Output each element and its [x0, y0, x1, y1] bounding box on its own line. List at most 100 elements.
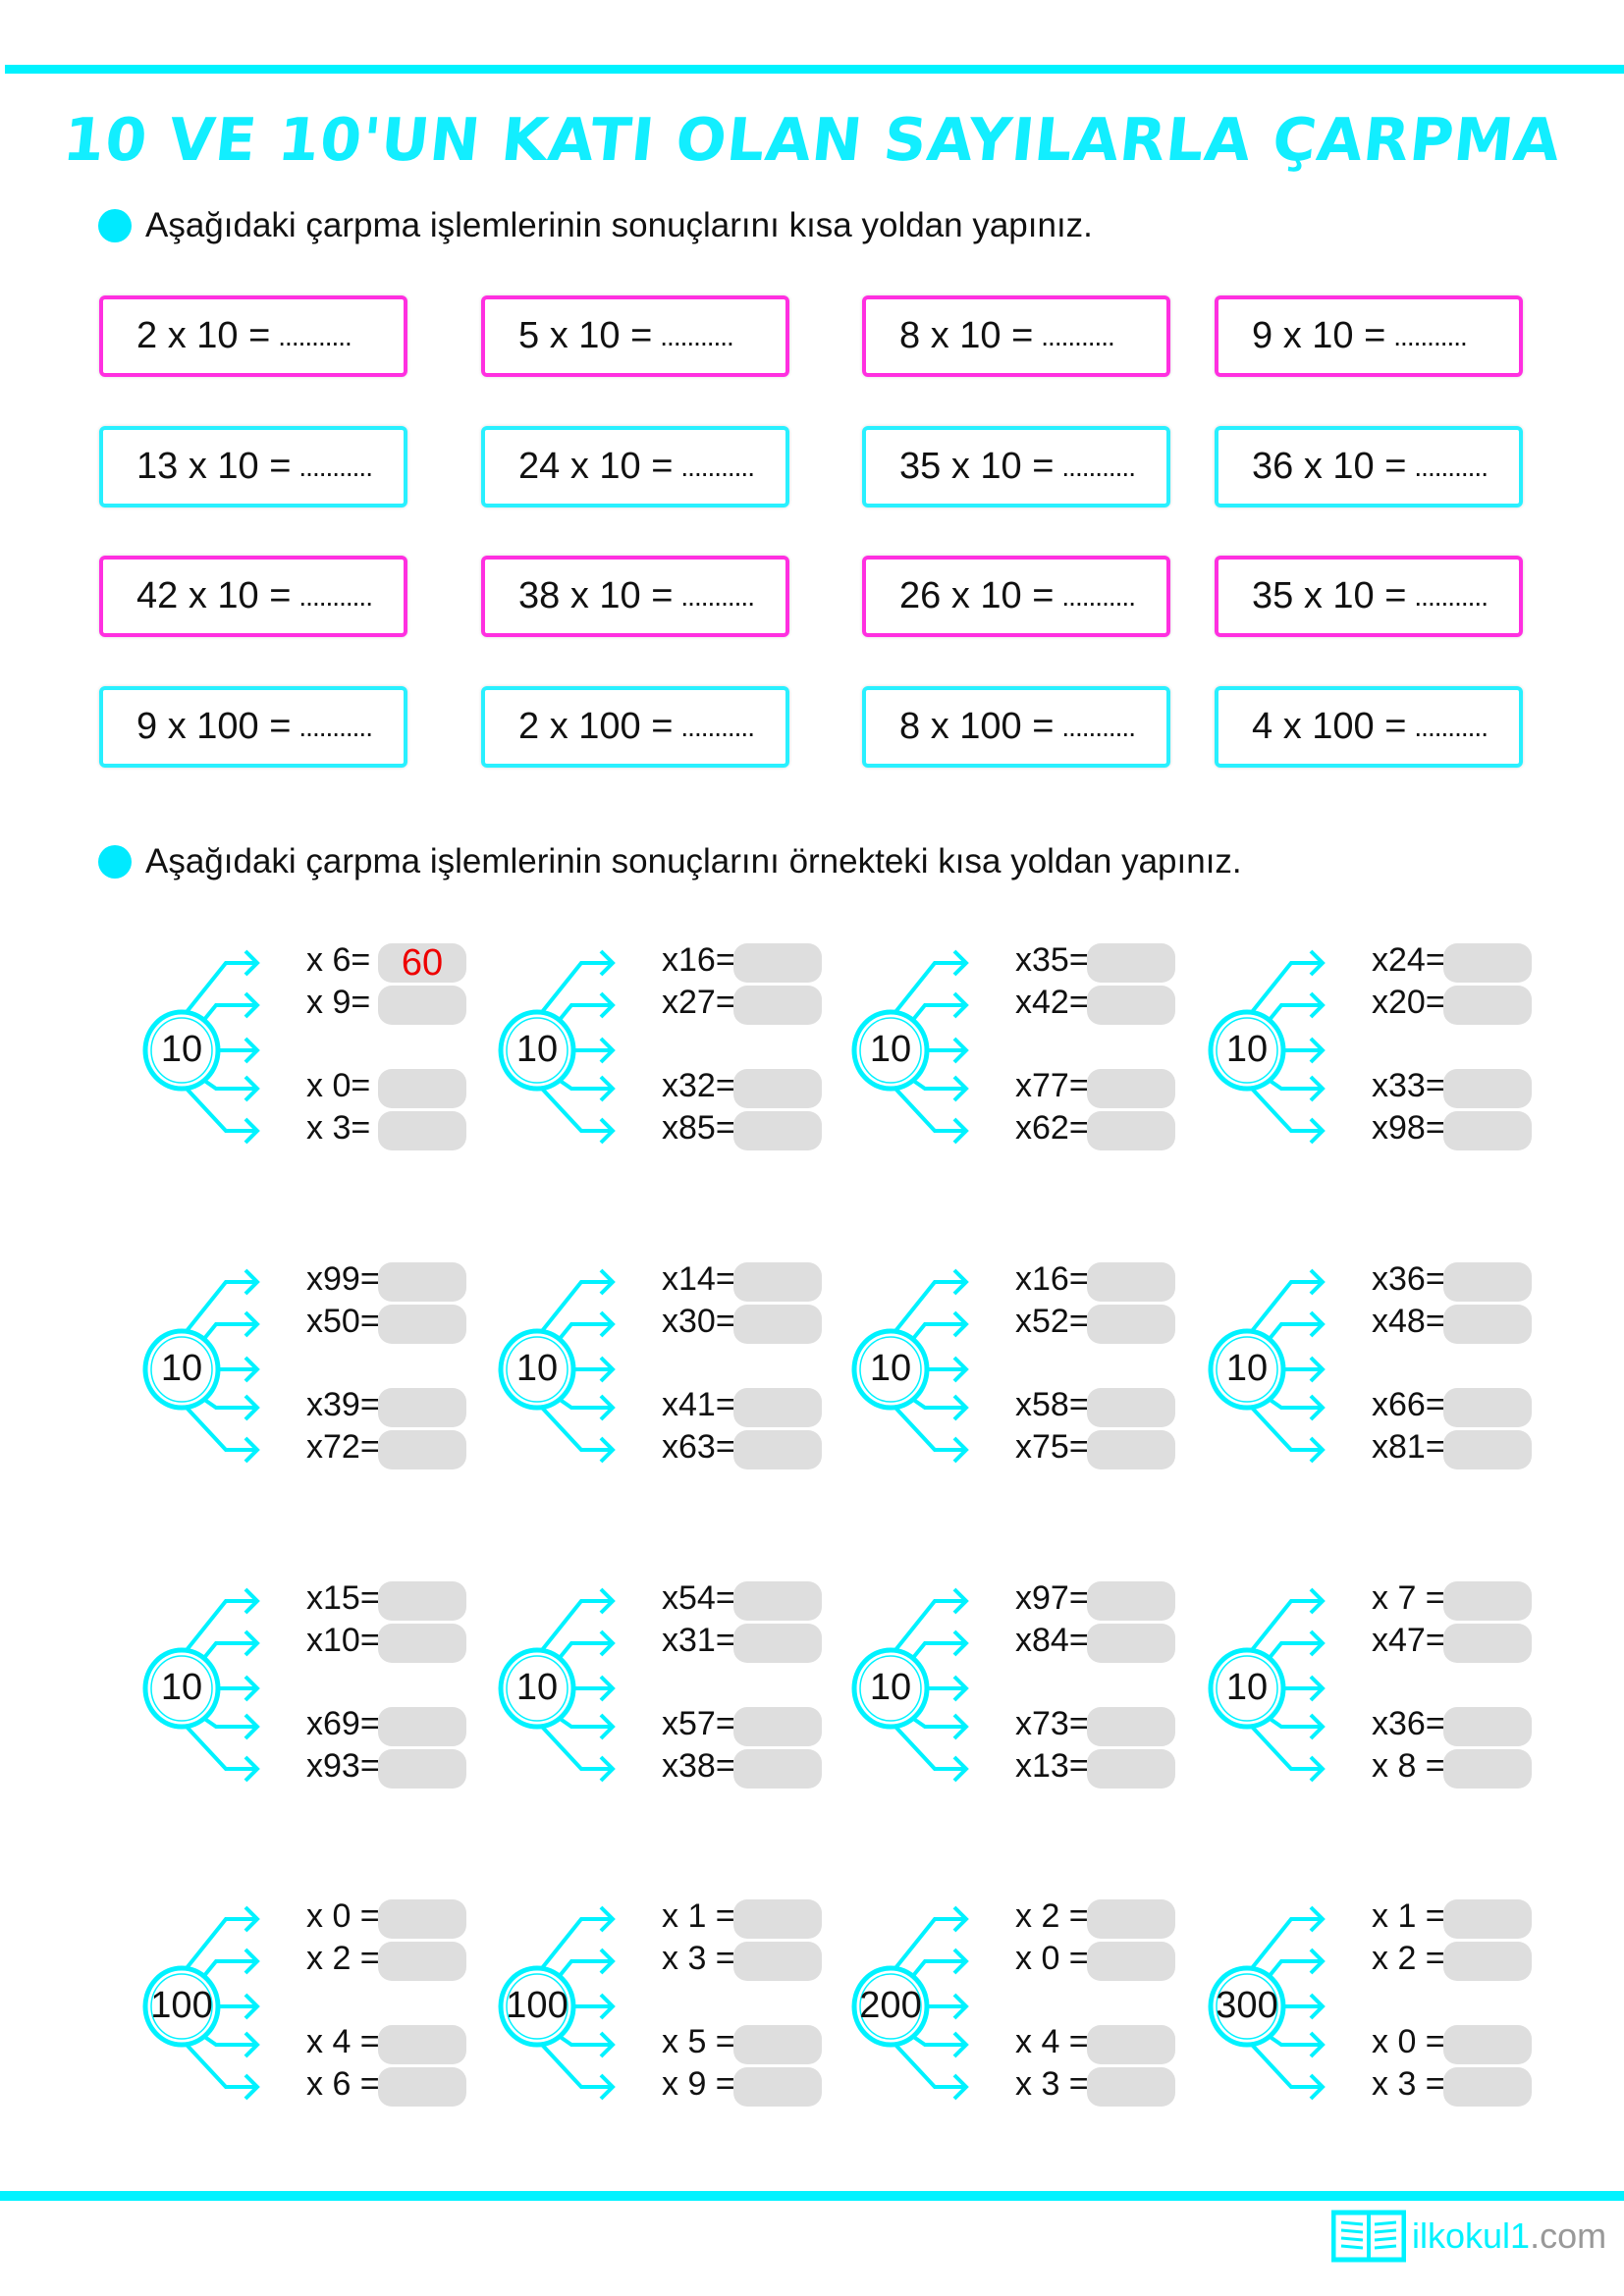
exercise-box[interactable]: 35 x 10 =........... — [1215, 556, 1523, 637]
answer-field[interactable] — [1087, 1942, 1175, 1981]
answer-field[interactable] — [733, 1707, 822, 1746]
answer-field[interactable] — [733, 2067, 822, 2107]
answer-blank[interactable]: ........... — [1041, 320, 1115, 351]
answer-blank[interactable]: ........... — [298, 711, 373, 742]
answer-field[interactable] — [1087, 943, 1175, 983]
answer-field[interactable] — [378, 1749, 466, 1789]
answer-blank[interactable]: ........... — [1414, 711, 1489, 742]
answer-field[interactable] — [733, 1581, 822, 1621]
answer-field[interactable] — [1443, 1942, 1532, 1981]
answer-field[interactable] — [1087, 1707, 1175, 1746]
answer-field[interactable] — [1087, 1069, 1175, 1108]
answer-field[interactable] — [1443, 1430, 1532, 1469]
exercise-box[interactable]: 38 x 10 =........... — [481, 556, 789, 637]
answer-blank[interactable]: ........... — [680, 580, 755, 612]
exercise-box[interactable]: 9 x 10 =........... — [1215, 295, 1523, 377]
answer-blank[interactable]: ........... — [298, 451, 373, 482]
exercise-text: 9 x 100 = — [136, 706, 292, 747]
answer-field[interactable] — [1443, 1749, 1532, 1789]
exercise-box[interactable]: 8 x 100 =........... — [862, 686, 1170, 768]
answer-field[interactable] — [1087, 1111, 1175, 1150]
answer-blank[interactable]: ........... — [1414, 580, 1489, 612]
answer-field[interactable] — [1087, 986, 1175, 1025]
exercise-box[interactable]: 13 x 10 =........... — [99, 426, 407, 507]
exercise-box[interactable]: 26 x 10 =........... — [862, 556, 1170, 637]
answer-blank[interactable]: ........... — [1061, 451, 1136, 482]
answer-field[interactable] — [378, 986, 466, 1025]
answer-field[interactable] — [1087, 2067, 1175, 2107]
answer-field[interactable] — [1443, 1581, 1532, 1621]
answer-blank[interactable]: ........... — [1393, 320, 1468, 351]
answer-field[interactable] — [378, 1624, 466, 1663]
answer-field[interactable] — [378, 1581, 466, 1621]
answer-field[interactable] — [733, 1749, 822, 1789]
answer-field[interactable] — [1087, 1581, 1175, 1621]
answer-field[interactable] — [1443, 1262, 1532, 1302]
answer-field[interactable] — [1087, 1749, 1175, 1789]
answer-field[interactable] — [1443, 1624, 1532, 1663]
answer-field[interactable] — [378, 1305, 466, 1344]
answer-field[interactable] — [1087, 1305, 1175, 1344]
answer-field[interactable] — [733, 1624, 822, 1663]
answer-field[interactable] — [1443, 1069, 1532, 1108]
answer-field[interactable] — [733, 943, 822, 983]
answer-field[interactable] — [1443, 1111, 1532, 1150]
answer-field[interactable] — [378, 1942, 466, 1981]
answer-field[interactable] — [733, 1305, 822, 1344]
answer-field[interactable]: 60 — [378, 943, 466, 983]
exercise-box[interactable]: 8 x 10 =........... — [862, 295, 1170, 377]
answer-field[interactable] — [1087, 2025, 1175, 2064]
tree-item-label: x24= — [1372, 941, 1445, 979]
answer-field[interactable] — [1443, 943, 1532, 983]
exercise-box[interactable]: 24 x 10 =........... — [481, 426, 789, 507]
answer-field[interactable] — [378, 1388, 466, 1427]
answer-blank[interactable]: ........... — [278, 320, 352, 351]
exercise-box[interactable]: 35 x 10 =........... — [862, 426, 1170, 507]
answer-field[interactable] — [1087, 1388, 1175, 1427]
answer-blank[interactable]: ........... — [1414, 451, 1489, 482]
answer-blank[interactable]: ........... — [1061, 711, 1136, 742]
answer-field[interactable] — [378, 1899, 466, 1939]
answer-field[interactable] — [1443, 986, 1532, 1025]
answer-field[interactable] — [733, 986, 822, 1025]
answer-field[interactable] — [378, 1262, 466, 1302]
answer-field[interactable] — [1087, 1624, 1175, 1663]
answer-field[interactable] — [733, 1388, 822, 1427]
answer-field[interactable] — [733, 1069, 822, 1108]
answer-blank[interactable]: ........... — [660, 320, 734, 351]
answer-field[interactable] — [733, 1111, 822, 1150]
answer-blank[interactable]: ........... — [1061, 580, 1136, 612]
answer-field[interactable] — [1443, 1388, 1532, 1427]
exercise-box[interactable]: 36 x 10 =........... — [1215, 426, 1523, 507]
answer-blank[interactable]: ........... — [298, 580, 373, 612]
answer-field[interactable] — [733, 1262, 822, 1302]
exercise-box[interactable]: 4 x 100 =........... — [1215, 686, 1523, 768]
exercise-box[interactable]: 5 x 10 =........... — [481, 295, 789, 377]
answer-field[interactable] — [1443, 1707, 1532, 1746]
answer-field[interactable] — [1443, 1305, 1532, 1344]
exercise-box[interactable]: 2 x 10 =........... — [99, 295, 407, 377]
answer-field[interactable] — [733, 2025, 822, 2064]
answer-field[interactable] — [1087, 1262, 1175, 1302]
exercise-box[interactable]: 9 x 100 =........... — [99, 686, 407, 768]
answer-field[interactable] — [378, 1430, 466, 1469]
answer-field[interactable] — [733, 1942, 822, 1981]
answer-field[interactable] — [378, 2067, 466, 2107]
answer-field[interactable] — [733, 1899, 822, 1939]
multiplication-tree: 10 x24= x20= x33= x98= — [1198, 933, 1571, 1168]
answer-field[interactable] — [378, 1111, 466, 1150]
answer-field[interactable] — [378, 1069, 466, 1108]
answer-field[interactable] — [378, 2025, 466, 2064]
tree-item-label: x 3= — [306, 1109, 371, 1147]
answer-field[interactable] — [733, 1430, 822, 1469]
exercise-box[interactable]: 42 x 10 =........... — [99, 556, 407, 637]
answer-blank[interactable]: ........... — [680, 711, 755, 742]
answer-field[interactable] — [1443, 2067, 1532, 2107]
answer-field[interactable] — [1087, 1899, 1175, 1939]
answer-field[interactable] — [1443, 2025, 1532, 2064]
answer-field[interactable] — [1443, 1899, 1532, 1939]
answer-field[interactable] — [1087, 1430, 1175, 1469]
answer-field[interactable] — [378, 1707, 466, 1746]
exercise-box[interactable]: 2 x 100 =........... — [481, 686, 789, 768]
answer-blank[interactable]: ........... — [680, 451, 755, 482]
